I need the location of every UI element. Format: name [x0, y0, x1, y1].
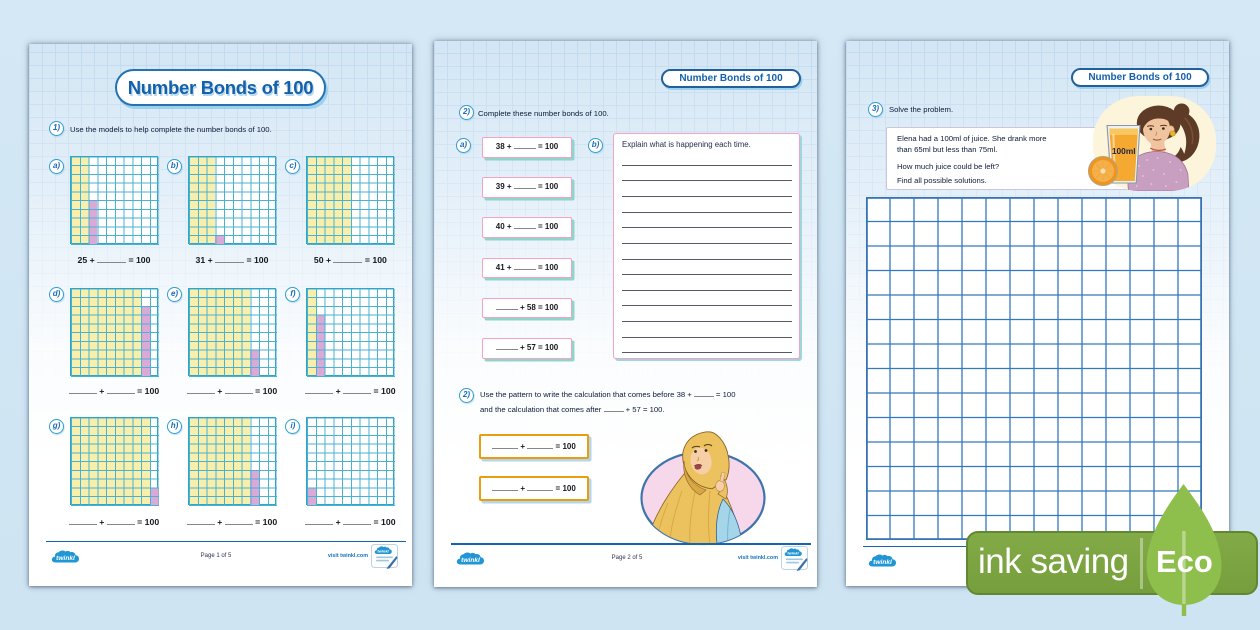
- svg-text:twinkl: twinkl: [377, 549, 389, 554]
- svg-text:twinkl: twinkl: [56, 555, 75, 562]
- svg-text:twinkl: twinkl: [873, 559, 892, 566]
- svg-text:twinkl: twinkl: [461, 557, 480, 564]
- svg-text:twinkl: twinkl: [787, 551, 799, 556]
- svg-text:100ml: 100ml: [1112, 147, 1136, 156]
